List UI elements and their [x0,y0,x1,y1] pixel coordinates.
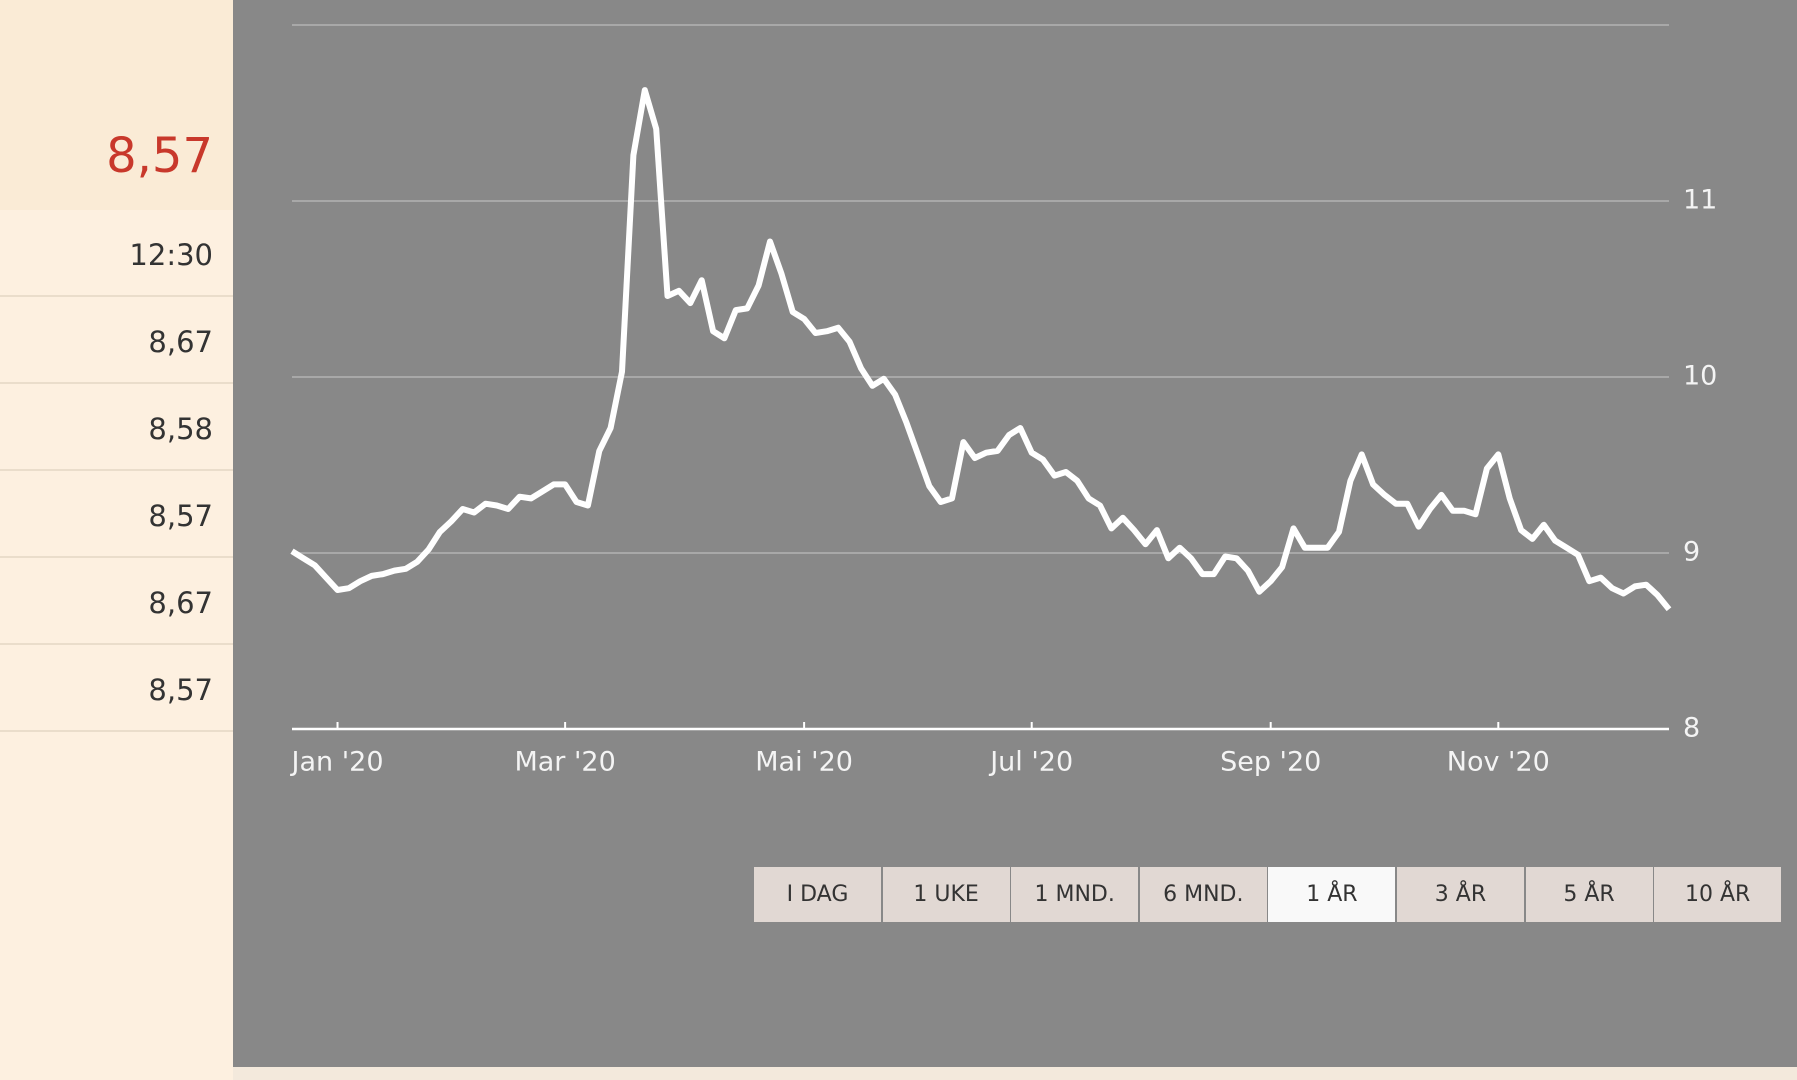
y-tick-label: 8 [1683,713,1700,744]
x-tick-label: Mar '20 [514,747,615,778]
x-tick-label: Jul '20 [988,747,1073,778]
y-tick-label: 9 [1683,537,1700,568]
row: 8,57 [0,471,233,558]
x-tick-label: Nov '20 [1447,747,1550,778]
x-tick-label: Mai '20 [755,747,853,778]
price-line [290,87,1672,612]
range-button[interactable]: 6 MND. [1139,867,1267,922]
row: 8,57 [0,645,233,732]
y-tick-label: 10 [1683,361,1717,392]
y-tick-label: 11 [1683,185,1717,216]
last-price: 8,57 [106,128,213,184]
last-box: 8,57 [0,0,233,210]
range-button[interactable]: 3 ÅR [1396,867,1524,922]
range-buttons: I DAG 1 UKE 1 MND. 6 MND. 1 ÅR 3 ÅR 5 ÅR 10 ÅR [754,867,1783,922]
sidebar: 8,57 12:30 8,67 8,58 8,57 8,67 8,57 [0,0,233,1080]
row: 8,67 [0,297,233,384]
x-tick-label: Sep '20 [1220,747,1321,778]
range-button[interactable]: 1 MND. [1011,867,1139,922]
quote-value: 8,67 [148,325,213,359]
bottom-strip [233,1067,1797,1080]
range-button[interactable]: 1 ÅR [1268,867,1396,922]
range-button[interactable]: I DAG [754,867,881,922]
row: 8,58 [0,384,233,471]
quote-value: 8,67 [148,586,213,620]
quote-value: 8,57 [148,499,213,533]
time: 12:30 [129,238,213,272]
quote-value: 8,58 [148,412,213,446]
range-button[interactable]: 1 UKE [882,867,1010,922]
quote-value: 8,57 [148,673,213,707]
row: 8,67 [0,558,233,645]
row: 12:30 [0,210,233,297]
range-button[interactable]: 5 ÅR [1525,867,1653,922]
range-button[interactable]: 10 ÅR [1654,867,1782,922]
x-tick-label: Jan '20 [290,747,384,778]
